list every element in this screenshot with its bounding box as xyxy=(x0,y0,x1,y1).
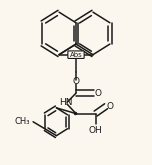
Text: Abs: Abs xyxy=(70,52,82,58)
FancyBboxPatch shape xyxy=(68,51,84,58)
Text: OH: OH xyxy=(89,126,102,135)
Text: O: O xyxy=(95,89,102,98)
Text: O: O xyxy=(107,102,114,111)
Text: CH₃: CH₃ xyxy=(15,117,30,126)
Text: HN: HN xyxy=(59,99,72,107)
Text: O: O xyxy=(73,77,79,86)
